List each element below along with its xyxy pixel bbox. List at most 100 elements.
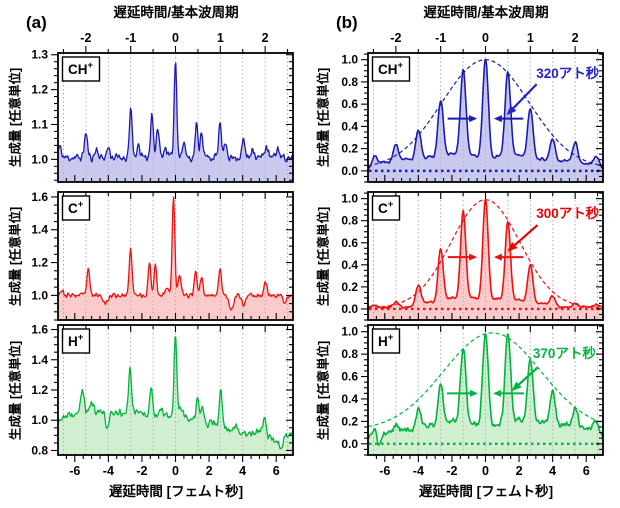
y-tick-label: 0.6 [341, 370, 358, 384]
annotation-arrow [512, 224, 539, 248]
top-tick-label: 2 [262, 31, 269, 45]
annotation-text: 320アト秒 [536, 65, 600, 81]
data-curve [57, 336, 294, 450]
panel-b-c: 0.00.20.40.60.81.0C+300アト秒 [341, 191, 604, 321]
y-tick-label: 1.6 [31, 190, 48, 204]
y-tick-label: 1.0 [31, 288, 48, 302]
y-tick-label: 1.0 [31, 413, 48, 427]
top-axis-title-left: 遅延時間/基本波周期 [113, 5, 239, 20]
y-axis-title-b3: 生成量 [任意単位] [316, 340, 331, 441]
annotation-arrowhead [506, 105, 517, 116]
y-tick-label: 0.6 [341, 97, 358, 111]
top-tick-label: 2 [572, 31, 579, 45]
y-tick-label: 0.6 [341, 236, 358, 250]
data-fill [368, 199, 603, 320]
top-tick-label: 1 [527, 31, 534, 45]
ion-label-box [61, 195, 91, 221]
y-tick-label: 1.0 [341, 53, 358, 67]
y-axis-title-a3: 生成量 [任意単位] [8, 340, 23, 441]
ion-label-box [61, 328, 91, 354]
annotation-arrow [511, 83, 538, 111]
panel-a-h: 0.81.01.21.41.6-6 -4 -2 0 2 4 6H+ [31, 323, 294, 478]
y-tick-label: 1.2 [31, 256, 48, 270]
fwhm-arrowhead-right [493, 115, 502, 123]
data-curve [57, 196, 294, 311]
bottom-tick-label: 0 [482, 464, 489, 478]
ion-label-box [371, 328, 401, 354]
annotation-text: 370アト秒 [533, 345, 597, 361]
bottom-tick-label: -2 [136, 464, 147, 478]
top-tick-label: 0 [172, 31, 179, 45]
annotation-arrow [516, 366, 539, 387]
y-tick-label: 1.0 [31, 152, 48, 166]
bottom-tick-label: 2 [206, 464, 213, 478]
fwhm-arrowhead-left [469, 389, 478, 397]
top-tick-label: -1 [125, 31, 136, 45]
y-tick-label: 1.2 [31, 383, 48, 397]
bottom-axis-title-right: 遅延時間 [フェムト秒] [418, 484, 554, 499]
y-tick-label: 0.8 [341, 75, 358, 89]
panel-a-c: 1.01.21.41.6C+ [31, 190, 294, 321]
annotation-text: 300アト秒 [536, 205, 600, 221]
y-tick-label: 1.4 [31, 223, 48, 237]
fwhm-arrowhead-right [493, 253, 502, 261]
y-tick-label: 0.0 [341, 437, 358, 451]
top-axis-title-right: 遅延時間/基本波周期 [423, 5, 549, 20]
data-fill [368, 59, 603, 183]
envelope-curve [368, 199, 603, 309]
bottom-tick-label: 6 [273, 464, 280, 478]
y-axis-title-a1: 生成量 [任意単位] [8, 67, 23, 168]
y-tick-label: 0.4 [341, 258, 358, 272]
bottom-tick-label: 4 [549, 464, 556, 478]
y-tick-label: 0.2 [341, 414, 358, 428]
y-tick-label: 0.8 [341, 214, 358, 228]
fwhm-arrowhead-right [493, 389, 502, 397]
ion-label-box [61, 56, 101, 82]
bottom-tick-label: -4 [103, 464, 114, 478]
data-curve [57, 62, 294, 163]
y-axis-title-b1: 生成量 [任意単位] [316, 67, 331, 168]
y-tick-label: 1.0 [341, 192, 358, 206]
panel-letter-a: (a) [26, 13, 47, 32]
ion-label-box [371, 195, 401, 221]
y-tick-label: 1.1 [31, 117, 48, 131]
y-tick-label: 0.2 [341, 142, 358, 156]
ion-label-box [371, 56, 411, 82]
ion-label: CH+ [378, 60, 404, 77]
y-axis-title-b2: 生成量 [任意単位] [316, 206, 331, 307]
bottom-tick-label: 2 [516, 464, 523, 478]
data-curve [367, 333, 604, 446]
fwhm-arrowhead-left [469, 253, 478, 261]
data-fill [58, 197, 293, 320]
fwhm-arrowhead-left [469, 115, 478, 123]
bottom-tick-label: -2 [446, 464, 457, 478]
panel-b-h: 0.00.20.40.60.81.0-6 -4 -2 0 2 4 6H+370アト秒 [341, 324, 604, 478]
y-tick-label: 0.2 [341, 280, 358, 294]
y-tick-label: 0.0 [341, 164, 358, 178]
top-tick-label: -2 [390, 31, 401, 45]
data-fill [58, 63, 293, 183]
y-axis-title-a2: 生成量 [任意単位] [8, 206, 23, 307]
data-fill [58, 336, 293, 455]
top-tick-label: -2 [80, 31, 91, 45]
y-tick-label: 0.0 [341, 302, 358, 316]
top-tick-label: 0 [482, 31, 489, 45]
data-curve [367, 58, 604, 170]
y-tick-label: 1.0 [341, 325, 358, 339]
panel-a-ch: 1.0 1.1 1.2 1.3 -2 -1 0 1 2 CH+ [31, 31, 294, 183]
y-tick-label: 1.6 [31, 323, 48, 337]
bottom-tick-label: 0 [172, 464, 179, 478]
y-tick-label: 1.3 [31, 48, 48, 62]
y-tick-label: 0.4 [341, 119, 358, 133]
bottom-tick-label: -6 [69, 464, 80, 478]
y-tick-label: 0.8 [341, 347, 358, 361]
top-tick-label: 1 [217, 31, 224, 45]
annotation-arrowhead [507, 241, 518, 252]
ion-label: CH+ [68, 60, 94, 77]
top-tick-label: -1 [435, 31, 446, 45]
data-curve [367, 198, 604, 309]
y-tick-label: 0.8 [31, 443, 48, 457]
bottom-axis-title-left: 遅延時間 [フェムト秒] [108, 484, 244, 499]
